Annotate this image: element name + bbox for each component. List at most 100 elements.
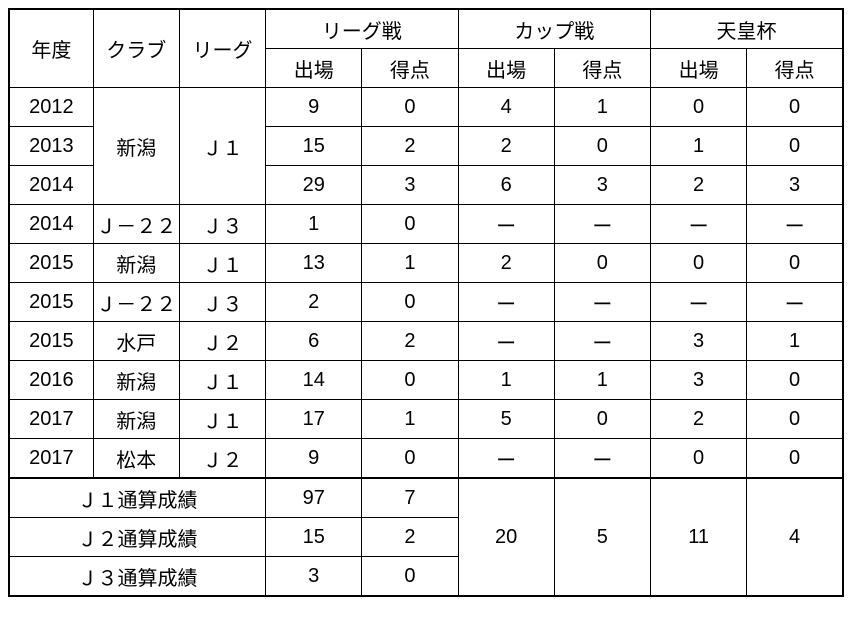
header-emperor-apps: 出場 bbox=[650, 49, 746, 88]
cell-cup-goals: 1 bbox=[554, 361, 650, 400]
totals-j3-la: 3 bbox=[266, 557, 362, 597]
totals-cup-goals: 5 bbox=[554, 478, 650, 596]
cell-emperor-goals: 0 bbox=[747, 400, 843, 439]
cell-cup-apps: 6 bbox=[458, 166, 554, 205]
header-group-emperor: 天皇杯 bbox=[650, 9, 843, 49]
header-cup-goals: 得点 bbox=[554, 49, 650, 88]
cell-league-apps: 15 bbox=[266, 127, 362, 166]
cell-club: 松本 bbox=[93, 439, 179, 479]
cell-league-apps: 1 bbox=[266, 205, 362, 244]
cell-cup-apps: ー bbox=[458, 283, 554, 322]
totals-j3-lg: 0 bbox=[362, 557, 458, 597]
cell-year: 2016 bbox=[9, 361, 93, 400]
cell-league-goals: 0 bbox=[362, 361, 458, 400]
cell-league: Ｊ１ bbox=[179, 88, 265, 205]
cell-league-goals: 3 bbox=[362, 166, 458, 205]
cell-league-apps: 29 bbox=[266, 166, 362, 205]
cell-league-apps: 17 bbox=[266, 400, 362, 439]
cell-league: Ｊ３ bbox=[179, 283, 265, 322]
cell-cup-apps: 2 bbox=[458, 127, 554, 166]
cell-club: 新潟 bbox=[93, 244, 179, 283]
totals-j2-la: 15 bbox=[266, 518, 362, 557]
cell-emperor-apps: 3 bbox=[650, 361, 746, 400]
table-row: 2017 松本 Ｊ２ 9 0 ー ー 0 0 bbox=[9, 439, 843, 479]
totals-j2-label: Ｊ２通算成績 bbox=[9, 518, 266, 557]
cell-emperor-goals: 0 bbox=[747, 439, 843, 479]
cell-year: 2017 bbox=[9, 400, 93, 439]
totals-j1-label: Ｊ１通算成績 bbox=[9, 478, 266, 518]
cell-cup-apps: 2 bbox=[458, 244, 554, 283]
cell-cup-goals: ー bbox=[554, 283, 650, 322]
cell-league: Ｊ１ bbox=[179, 400, 265, 439]
cell-emperor-apps: 0 bbox=[650, 244, 746, 283]
table-row: 2014 Ｊ－２２ Ｊ３ 1 0 ー ー ー ー bbox=[9, 205, 843, 244]
cell-league-goals: 2 bbox=[362, 127, 458, 166]
cell-league: Ｊ３ bbox=[179, 205, 265, 244]
cell-year: 2013 bbox=[9, 127, 93, 166]
cell-year: 2015 bbox=[9, 244, 93, 283]
cell-year: 2014 bbox=[9, 166, 93, 205]
cell-cup-goals: ー bbox=[554, 322, 650, 361]
cell-emperor-apps: ー bbox=[650, 283, 746, 322]
header-emperor-goals: 得点 bbox=[747, 49, 843, 88]
cell-emperor-goals: ー bbox=[747, 205, 843, 244]
cell-emperor-goals: 0 bbox=[747, 244, 843, 283]
cell-cup-apps: 5 bbox=[458, 400, 554, 439]
cell-cup-goals: ー bbox=[554, 439, 650, 479]
cell-year: 2015 bbox=[9, 283, 93, 322]
header-club: クラブ bbox=[93, 9, 179, 88]
cell-league-apps: 2 bbox=[266, 283, 362, 322]
totals-cup-apps: 20 bbox=[458, 478, 554, 596]
totals-j2-lg: 2 bbox=[362, 518, 458, 557]
cell-emperor-apps: 2 bbox=[650, 400, 746, 439]
cell-league: Ｊ２ bbox=[179, 439, 265, 479]
totals-j1-lg: 7 bbox=[362, 478, 458, 518]
cell-league-goals: 1 bbox=[362, 244, 458, 283]
table-row: 2015 新潟 Ｊ１ 13 1 2 0 0 0 bbox=[9, 244, 843, 283]
cell-league-apps: 9 bbox=[266, 439, 362, 479]
cell-league-goals: 0 bbox=[362, 283, 458, 322]
cell-emperor-goals: ー bbox=[747, 283, 843, 322]
cell-club: 水戸 bbox=[93, 322, 179, 361]
header-group-league: リーグ戦 bbox=[266, 9, 458, 49]
header-league-goals: 得点 bbox=[362, 49, 458, 88]
cell-cup-apps: ー bbox=[458, 322, 554, 361]
cell-club: 新潟 bbox=[93, 400, 179, 439]
table-row: 2016 新潟 Ｊ１ 14 0 1 1 3 0 bbox=[9, 361, 843, 400]
cell-year: 2014 bbox=[9, 205, 93, 244]
cell-emperor-apps: 2 bbox=[650, 166, 746, 205]
table-row: 2012 新潟 Ｊ１ 9 0 4 1 0 0 bbox=[9, 88, 843, 127]
cell-cup-apps: ー bbox=[458, 205, 554, 244]
table-row: 2015 水戸 Ｊ２ 6 2 ー ー 3 1 bbox=[9, 322, 843, 361]
header-league-apps: 出場 bbox=[266, 49, 362, 88]
cell-league-apps: 9 bbox=[266, 88, 362, 127]
cell-league: Ｊ１ bbox=[179, 244, 265, 283]
player-stats-table: 年度 クラブ リーグ リーグ戦 カップ戦 天皇杯 出場 得点 出場 得点 出場 … bbox=[8, 8, 844, 597]
cell-cup-apps: ー bbox=[458, 439, 554, 479]
cell-emperor-apps: ー bbox=[650, 205, 746, 244]
cell-league: Ｊ１ bbox=[179, 361, 265, 400]
totals-j1-la: 97 bbox=[266, 478, 362, 518]
cell-emperor-apps: 3 bbox=[650, 322, 746, 361]
cell-emperor-goals: 1 bbox=[747, 322, 843, 361]
totals-emp-goals: 4 bbox=[747, 478, 843, 596]
cell-cup-goals: 0 bbox=[554, 244, 650, 283]
cell-emperor-goals: 0 bbox=[747, 361, 843, 400]
cell-cup-goals: 0 bbox=[554, 127, 650, 166]
cell-emperor-goals: 0 bbox=[747, 127, 843, 166]
cell-cup-apps: 1 bbox=[458, 361, 554, 400]
cell-league-goals: 0 bbox=[362, 439, 458, 479]
cell-league-apps: 6 bbox=[266, 322, 362, 361]
cell-club: 新潟 bbox=[93, 88, 179, 205]
cell-club: 新潟 bbox=[93, 361, 179, 400]
cell-year: 2015 bbox=[9, 322, 93, 361]
cell-league-goals: 0 bbox=[362, 88, 458, 127]
totals-j3-label: Ｊ３通算成績 bbox=[9, 557, 266, 597]
cell-club: Ｊ－２２ bbox=[93, 205, 179, 244]
cell-year: 2012 bbox=[9, 88, 93, 127]
cell-cup-goals: 3 bbox=[554, 166, 650, 205]
cell-year: 2017 bbox=[9, 439, 93, 479]
cell-league-goals: 0 bbox=[362, 205, 458, 244]
cell-emperor-apps: 0 bbox=[650, 88, 746, 127]
cell-league-apps: 14 bbox=[266, 361, 362, 400]
